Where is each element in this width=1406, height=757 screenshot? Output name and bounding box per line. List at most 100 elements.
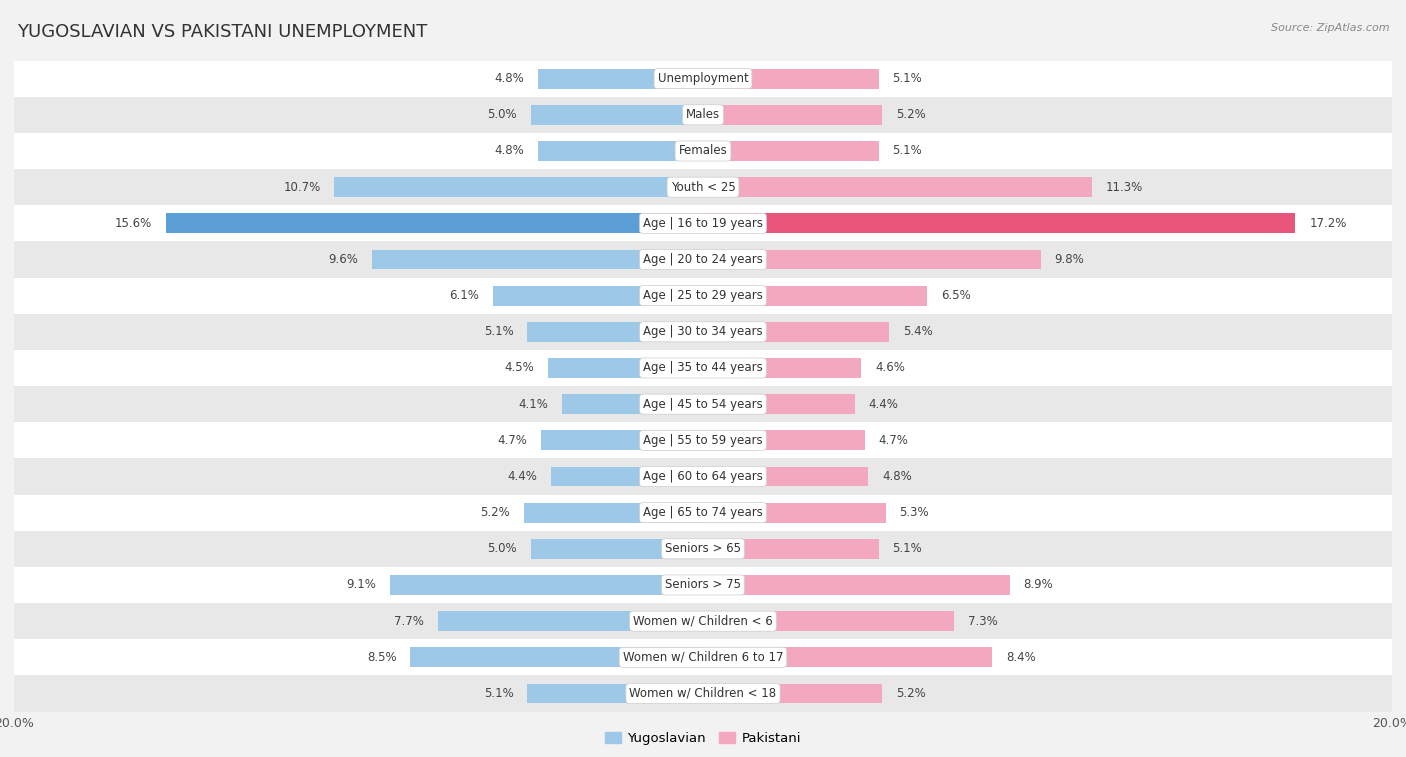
Bar xyxy=(14,205,1392,241)
Text: 9.1%: 9.1% xyxy=(346,578,375,591)
Text: Age | 16 to 19 years: Age | 16 to 19 years xyxy=(643,217,763,230)
Bar xyxy=(537,141,703,161)
Bar xyxy=(14,386,1392,422)
Bar xyxy=(703,177,1092,197)
Text: Females: Females xyxy=(679,145,727,157)
Text: 6.1%: 6.1% xyxy=(450,289,479,302)
Bar xyxy=(703,647,993,667)
Bar xyxy=(703,213,1295,233)
Text: 4.8%: 4.8% xyxy=(494,72,524,85)
Text: 5.0%: 5.0% xyxy=(488,108,517,121)
Text: Males: Males xyxy=(686,108,720,121)
Text: Age | 35 to 44 years: Age | 35 to 44 years xyxy=(643,362,763,375)
Text: 4.1%: 4.1% xyxy=(519,397,548,410)
Bar xyxy=(531,105,703,125)
Text: 5.1%: 5.1% xyxy=(484,687,513,700)
Text: Age | 55 to 59 years: Age | 55 to 59 years xyxy=(643,434,763,447)
Text: 10.7%: 10.7% xyxy=(284,181,321,194)
Text: 17.2%: 17.2% xyxy=(1309,217,1347,230)
Text: 5.1%: 5.1% xyxy=(484,326,513,338)
Bar xyxy=(411,647,703,667)
Text: 6.5%: 6.5% xyxy=(941,289,970,302)
Bar xyxy=(335,177,703,197)
Text: Women w/ Children < 6: Women w/ Children < 6 xyxy=(633,615,773,628)
Bar xyxy=(14,278,1392,313)
Bar xyxy=(494,285,703,306)
Bar xyxy=(703,250,1040,269)
Text: 7.7%: 7.7% xyxy=(394,615,425,628)
Bar xyxy=(703,466,869,487)
Bar xyxy=(703,503,886,522)
Text: Source: ZipAtlas.com: Source: ZipAtlas.com xyxy=(1271,23,1389,33)
Bar xyxy=(703,394,855,414)
Bar xyxy=(548,358,703,378)
Bar xyxy=(541,431,703,450)
Bar xyxy=(537,69,703,89)
Text: 5.2%: 5.2% xyxy=(896,108,925,121)
Bar xyxy=(14,459,1392,494)
Bar xyxy=(527,684,703,703)
Text: 4.8%: 4.8% xyxy=(494,145,524,157)
Text: 5.1%: 5.1% xyxy=(893,72,922,85)
Text: 4.5%: 4.5% xyxy=(505,362,534,375)
Bar xyxy=(373,250,703,269)
Bar xyxy=(524,503,703,522)
Bar xyxy=(527,322,703,341)
Bar xyxy=(703,322,889,341)
Text: 4.7%: 4.7% xyxy=(879,434,908,447)
Text: YUGOSLAVIAN VS PAKISTANI UNEMPLOYMENT: YUGOSLAVIAN VS PAKISTANI UNEMPLOYMENT xyxy=(17,23,427,41)
Text: Seniors > 65: Seniors > 65 xyxy=(665,542,741,556)
Text: Women w/ Children < 18: Women w/ Children < 18 xyxy=(630,687,776,700)
Bar xyxy=(14,422,1392,459)
Text: Age | 30 to 34 years: Age | 30 to 34 years xyxy=(643,326,763,338)
Text: Women w/ Children 6 to 17: Women w/ Children 6 to 17 xyxy=(623,651,783,664)
Text: 5.0%: 5.0% xyxy=(488,542,517,556)
Text: 4.4%: 4.4% xyxy=(508,470,537,483)
Text: 8.5%: 8.5% xyxy=(367,651,396,664)
Bar xyxy=(14,567,1392,603)
Text: 9.6%: 9.6% xyxy=(329,253,359,266)
Text: Age | 20 to 24 years: Age | 20 to 24 years xyxy=(643,253,763,266)
Text: 5.2%: 5.2% xyxy=(481,506,510,519)
Text: Age | 65 to 74 years: Age | 65 to 74 years xyxy=(643,506,763,519)
Bar xyxy=(14,241,1392,278)
Bar xyxy=(14,313,1392,350)
Bar xyxy=(703,539,879,559)
Text: 15.6%: 15.6% xyxy=(115,217,152,230)
Bar xyxy=(703,105,882,125)
Bar xyxy=(703,358,862,378)
Text: Youth < 25: Youth < 25 xyxy=(671,181,735,194)
Text: 8.4%: 8.4% xyxy=(1007,651,1036,664)
Text: 5.4%: 5.4% xyxy=(903,326,932,338)
Text: Unemployment: Unemployment xyxy=(658,72,748,85)
Text: 4.7%: 4.7% xyxy=(498,434,527,447)
Text: 5.3%: 5.3% xyxy=(900,506,929,519)
Text: 9.8%: 9.8% xyxy=(1054,253,1084,266)
Bar xyxy=(14,97,1392,133)
Bar xyxy=(14,494,1392,531)
Bar xyxy=(14,350,1392,386)
Bar xyxy=(703,431,865,450)
Text: Age | 25 to 29 years: Age | 25 to 29 years xyxy=(643,289,763,302)
Bar xyxy=(14,675,1392,712)
Bar xyxy=(14,61,1392,97)
Text: 5.1%: 5.1% xyxy=(893,145,922,157)
Bar xyxy=(551,466,703,487)
Bar xyxy=(14,133,1392,169)
Bar xyxy=(703,575,1010,595)
Bar xyxy=(14,639,1392,675)
Bar xyxy=(531,539,703,559)
Bar xyxy=(703,69,879,89)
Text: 11.3%: 11.3% xyxy=(1107,181,1143,194)
Bar xyxy=(562,394,703,414)
Bar xyxy=(166,213,703,233)
Bar xyxy=(437,611,703,631)
Bar xyxy=(14,169,1392,205)
Text: 5.2%: 5.2% xyxy=(896,687,925,700)
Text: 8.9%: 8.9% xyxy=(1024,578,1053,591)
Bar xyxy=(14,531,1392,567)
Text: 7.3%: 7.3% xyxy=(969,615,998,628)
Bar xyxy=(703,684,882,703)
Text: 4.8%: 4.8% xyxy=(882,470,912,483)
Text: Seniors > 75: Seniors > 75 xyxy=(665,578,741,591)
